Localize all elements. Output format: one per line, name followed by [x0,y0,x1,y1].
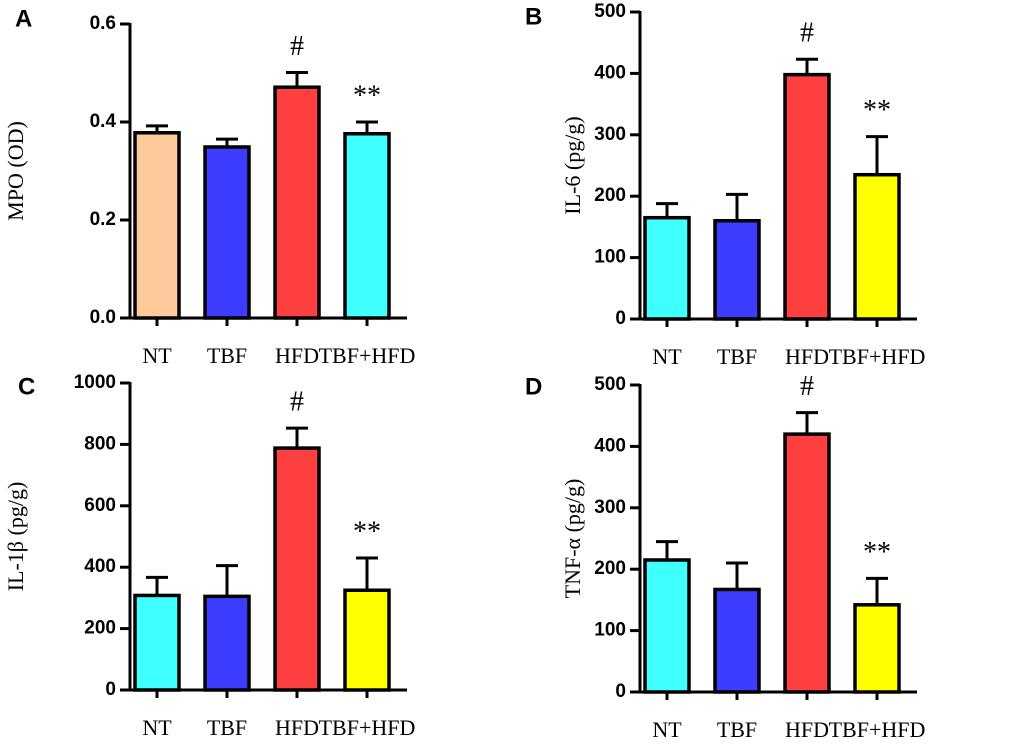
y-tick-label: 0.6 [90,13,116,34]
y-tick-label: 200 [594,558,626,579]
bar [273,446,321,692]
panel-letter: A [15,5,32,32]
y-tick-label: 0 [615,681,626,702]
y-tick-label: 500 [594,374,626,395]
x-tick-label: HFD [785,344,829,369]
x-tick-label: TBF [207,343,247,368]
x-tick-label: TBF [717,717,757,742]
bar [713,587,761,694]
x-tick-label: HFD [785,717,829,742]
bar [643,215,691,321]
chart-panel: C IL-1β (pg/g) 0 200 400 600 800 1000 NT TBF HFD # T… [3,372,415,740]
x-tick-label: NT [652,344,682,369]
y-tick-label: 400 [594,435,626,456]
y-tick-label: 400 [594,62,626,83]
chart-panel: D TNF-α (pg/g) 0 100 200 300 400 500 NT TBF HFD # TB… [525,371,925,742]
bar [203,145,251,320]
y-tick-label: 300 [594,497,626,518]
x-tick-label: NT [652,717,682,742]
y-tick-label: 0.2 [90,209,116,230]
bar [133,593,181,692]
bar [853,172,901,321]
x-tick-label: HFD [275,715,319,740]
x-tick-label: TBF+HFD [319,715,416,740]
y-axis-label: IL-6 (pg/g) [560,116,585,214]
chart-panel: A MPO (OD) 0.0 0.2 0.4 0.6 NT TBF HFD # TBF+HFD ** [3,5,415,368]
panel-letter: B [525,3,542,30]
x-tick-label: HFD [275,343,319,368]
y-axis-label: IL-1β (pg/g) [3,482,28,592]
significance-mark: # [800,18,814,49]
panel-letter: D [525,373,542,400]
significance-mark: # [290,387,304,418]
y-axis-label: MPO (OD) [3,121,28,221]
bar [203,594,251,692]
y-tick-label: 100 [594,620,626,641]
y-tick-label: 0.0 [90,307,116,328]
bar [713,219,761,321]
y-tick-label: 100 [594,247,626,268]
significance-mark: # [800,371,814,402]
significance-mark: # [290,31,304,62]
significance-mark: ** [863,537,891,568]
bar [133,131,181,320]
bar [343,588,391,692]
y-tick-label: 800 [84,433,116,454]
y-tick-label: 200 [84,618,116,639]
x-tick-label: TBF+HFD [319,343,416,368]
x-tick-label: NT [142,715,172,740]
x-tick-label: TBF+HFD [829,717,926,742]
x-tick-label: TBF+HFD [829,344,926,369]
x-tick-label: TBF [717,344,757,369]
bar [643,558,691,694]
panel-letter: C [18,373,35,400]
y-tick-label: 0.4 [90,111,117,132]
bar [343,132,391,320]
bar [783,72,831,321]
bar [783,432,831,694]
y-tick-label: 600 [84,495,116,516]
bar [273,85,321,320]
significance-mark: ** [353,80,381,111]
y-tick-label: 300 [594,124,626,145]
y-tick-label: 400 [84,556,116,577]
significance-mark: ** [353,516,381,547]
bar [853,603,901,694]
x-tick-label: TBF [207,715,247,740]
y-tick-label: 0 [105,679,116,700]
y-tick-label: 500 [594,1,626,22]
significance-mark: ** [863,95,891,126]
y-tick-label: 1000 [74,372,116,393]
y-tick-label: 0 [615,308,626,329]
y-axis-label: TNF-α (pg/g) [560,479,585,599]
y-tick-label: 200 [594,185,626,206]
x-tick-label: NT [142,343,172,368]
chart-panel: B IL-6 (pg/g) 0 100 200 300 400 500 NT TBF HFD # TBF… [525,1,925,369]
